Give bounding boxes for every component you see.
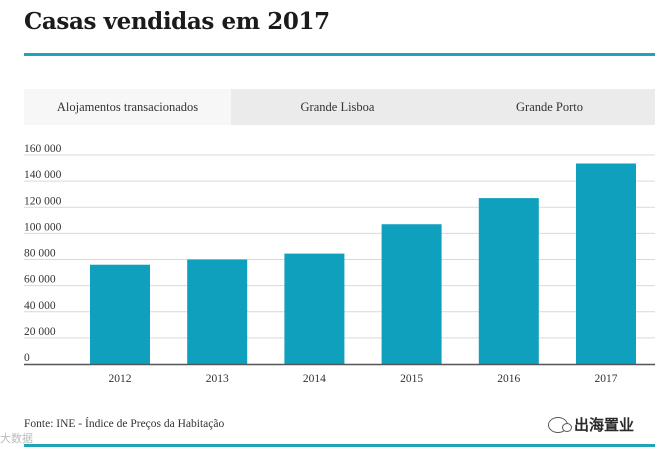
y-tick-label: 140 000 bbox=[24, 169, 62, 181]
chat-bubbles-icon bbox=[548, 416, 572, 433]
x-tick-label: 2014 bbox=[303, 373, 326, 385]
bar bbox=[381, 224, 442, 364]
source-note: Fonte: INE - Índice de Preços da Habitaç… bbox=[24, 418, 225, 430]
x-tick-label: 2012 bbox=[109, 373, 132, 385]
bar bbox=[576, 163, 636, 364]
x-tick-label: 2015 bbox=[400, 373, 423, 385]
watermark-right-text: 出海置业 bbox=[574, 416, 635, 434]
bar bbox=[284, 253, 345, 364]
y-tick-label: 60 000 bbox=[24, 274, 56, 286]
bar bbox=[478, 198, 539, 364]
tab-grande-lisboa[interactable]: Grande Lisboa bbox=[300, 100, 375, 114]
watermark-right: 出海置业 bbox=[548, 414, 634, 435]
y-tick-label: 120 000 bbox=[24, 195, 62, 207]
title-divider bbox=[24, 53, 655, 56]
bar bbox=[187, 259, 248, 364]
watermark-left: 大数据 bbox=[0, 432, 33, 445]
footer-divider bbox=[24, 444, 655, 447]
y-tick-label: 100 000 bbox=[24, 221, 62, 233]
x-tick-label: 2013 bbox=[206, 373, 229, 385]
tab-alojamentos-transacionados[interactable]: Alojamentos transacionados bbox=[24, 89, 231, 125]
bar bbox=[90, 264, 150, 364]
tab-bar: Alojamentos transacionados Grande Lisboa… bbox=[24, 89, 655, 125]
y-tick-label: 80 000 bbox=[24, 248, 56, 260]
y-tick-label: 20 000 bbox=[24, 326, 56, 338]
x-tick-label: 2016 bbox=[497, 373, 520, 385]
page-title: Casas vendidas em 2017 bbox=[24, 8, 330, 35]
tab-grande-porto[interactable]: Grande Porto bbox=[516, 100, 583, 114]
x-tick-label: 2017 bbox=[595, 373, 618, 385]
y-tick-label: 160 000 bbox=[24, 143, 62, 155]
y-tick-label: 40 000 bbox=[24, 300, 56, 312]
y-tick-label: 0 bbox=[24, 352, 30, 364]
